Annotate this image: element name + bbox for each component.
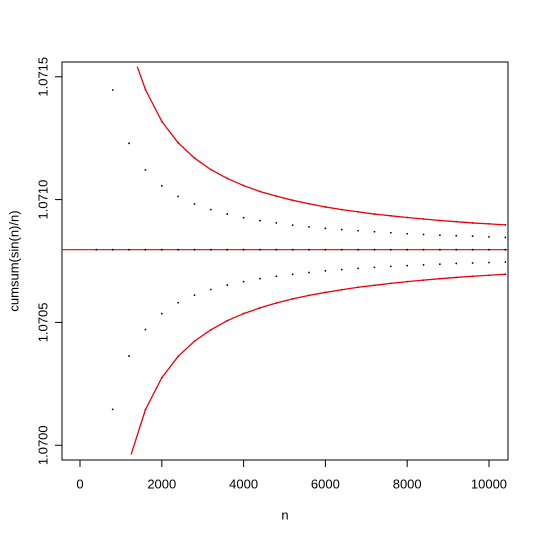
point <box>177 195 180 198</box>
point <box>488 261 490 264</box>
point <box>308 225 310 228</box>
point <box>373 266 376 269</box>
point <box>439 263 441 266</box>
point <box>439 234 441 237</box>
plot-area <box>62 66 508 455</box>
point <box>144 248 147 251</box>
point <box>422 233 425 236</box>
point <box>128 248 130 251</box>
point <box>291 273 294 276</box>
point <box>406 232 409 235</box>
x-tick-label: 10000 <box>471 476 507 491</box>
point <box>324 269 327 272</box>
point <box>291 224 294 227</box>
point <box>226 284 229 286</box>
point <box>488 248 490 251</box>
point <box>504 248 507 251</box>
point <box>111 89 114 91</box>
y-tick-label: 1.0710 <box>35 180 50 220</box>
y-tick-label: 1.0700 <box>35 425 50 465</box>
point <box>471 262 474 264</box>
point <box>389 248 392 251</box>
point <box>128 355 130 357</box>
point <box>357 229 360 232</box>
point <box>193 294 196 297</box>
point <box>160 184 163 187</box>
point <box>308 271 310 274</box>
point <box>455 248 458 251</box>
point <box>242 280 245 283</box>
y-axis-label: cumsum(sin(n)/n) <box>6 210 21 311</box>
point <box>275 275 278 278</box>
y-tick-label: 1.0705 <box>35 303 50 343</box>
x-tick-label: 6000 <box>311 476 340 491</box>
point <box>504 261 507 263</box>
point <box>259 248 261 251</box>
point <box>471 235 474 238</box>
point <box>455 234 458 237</box>
point <box>324 248 327 251</box>
point <box>340 228 343 231</box>
point <box>160 312 163 315</box>
point <box>504 236 507 239</box>
point <box>357 248 360 251</box>
point <box>291 248 294 251</box>
x-tick-label: 4000 <box>229 476 258 491</box>
point <box>209 208 212 211</box>
point <box>160 248 163 251</box>
x-tick-label: 0 <box>76 476 83 491</box>
point <box>389 231 392 234</box>
point <box>193 203 196 205</box>
plot-frame <box>61 61 509 461</box>
point <box>242 248 245 251</box>
point <box>406 248 409 251</box>
point <box>111 248 114 251</box>
envelope-line <box>130 273 506 455</box>
point <box>275 248 278 251</box>
point <box>209 288 212 291</box>
point <box>422 264 425 266</box>
point <box>193 248 196 251</box>
point <box>439 248 441 251</box>
point <box>177 248 180 251</box>
point <box>177 301 180 304</box>
point <box>324 227 327 230</box>
point <box>111 408 114 411</box>
point <box>340 248 343 251</box>
x-tick-label: 2000 <box>147 476 176 491</box>
point <box>242 216 245 219</box>
point <box>95 248 98 251</box>
point <box>226 213 229 215</box>
point <box>259 219 261 222</box>
point <box>308 248 310 251</box>
point <box>422 248 425 251</box>
point <box>340 268 343 271</box>
point <box>455 262 458 265</box>
point <box>128 142 130 145</box>
point <box>144 168 147 171</box>
point <box>144 328 147 331</box>
x-axis-label: n <box>281 507 288 522</box>
point <box>471 248 474 251</box>
point <box>389 265 392 268</box>
point <box>209 248 212 251</box>
y-tick-label: 1.0715 <box>35 57 50 97</box>
point <box>357 267 360 270</box>
point <box>259 277 261 280</box>
point <box>275 222 278 224</box>
point <box>373 230 376 233</box>
point <box>226 248 229 251</box>
point <box>373 248 376 251</box>
x-tick-label: 8000 <box>393 476 422 491</box>
envelope-line <box>136 66 506 226</box>
point <box>406 264 409 267</box>
point <box>488 236 490 238</box>
